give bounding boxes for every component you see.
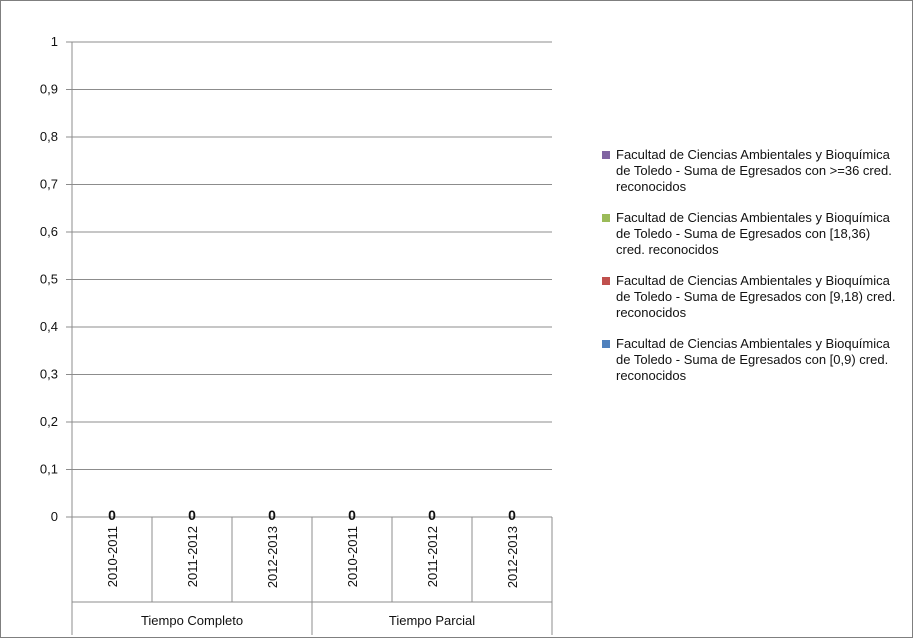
x-tick-label: 2012-2013	[505, 526, 520, 588]
legend-item-series-1: Facultad de Ciencias Ambientales y Bioqu…	[599, 336, 899, 384]
legend: Facultad de Ciencias Ambientales y Bioqu…	[599, 147, 899, 399]
y-tick-label: 0,5	[40, 272, 58, 287]
y-tick-label: 0,8	[40, 129, 58, 144]
legend-label: Facultad de Ciencias Ambientales y Bioqu…	[616, 336, 890, 383]
data-label: 0	[188, 507, 196, 523]
y-tick-label: 0,4	[40, 319, 58, 334]
y-tick-label: 0,1	[40, 462, 58, 477]
legend-item-series-4: Facultad de Ciencias Ambientales y Bioqu…	[599, 147, 899, 195]
x-tick-label: 2010-2011	[105, 526, 120, 587]
y-tick-label: 0,3	[40, 367, 58, 382]
legend-item-series-3: Facultad de Ciencias Ambientales y Bioqu…	[599, 210, 899, 258]
legend-label: Facultad de Ciencias Ambientales y Bioqu…	[616, 210, 890, 257]
y-tick-label: 1	[51, 34, 58, 49]
y-tick-label: 0,9	[40, 82, 58, 97]
y-tick-label: 0,2	[40, 414, 58, 429]
group-label: Tiempo Parcial	[389, 613, 475, 628]
data-label: 0	[268, 507, 276, 523]
y-tick-label: 0,6	[40, 224, 58, 239]
legend-swatch	[602, 340, 610, 348]
y-tick-label: 0,7	[40, 177, 58, 192]
x-tick-label: 2012-2013	[265, 526, 280, 588]
legend-label: Facultad de Ciencias Ambientales y Bioqu…	[616, 147, 892, 194]
x-tick-label: 2011-2012	[185, 526, 200, 587]
data-label: 0	[108, 507, 116, 523]
data-label: 0	[428, 507, 436, 523]
x-tick-label: 2010-2011	[345, 526, 360, 587]
legend-swatch	[602, 214, 610, 222]
x-tick-label: 2011-2012	[425, 526, 440, 587]
legend-swatch	[602, 277, 610, 285]
legend-label: Facultad de Ciencias Ambientales y Bioqu…	[616, 273, 896, 320]
legend-item-series-2: Facultad de Ciencias Ambientales y Bioqu…	[599, 273, 899, 321]
data-label: 0	[348, 507, 356, 523]
data-label: 0	[508, 507, 516, 523]
group-label: Tiempo Completo	[141, 613, 243, 628]
legend-swatch	[602, 151, 610, 159]
y-tick-label: 0	[51, 509, 58, 524]
